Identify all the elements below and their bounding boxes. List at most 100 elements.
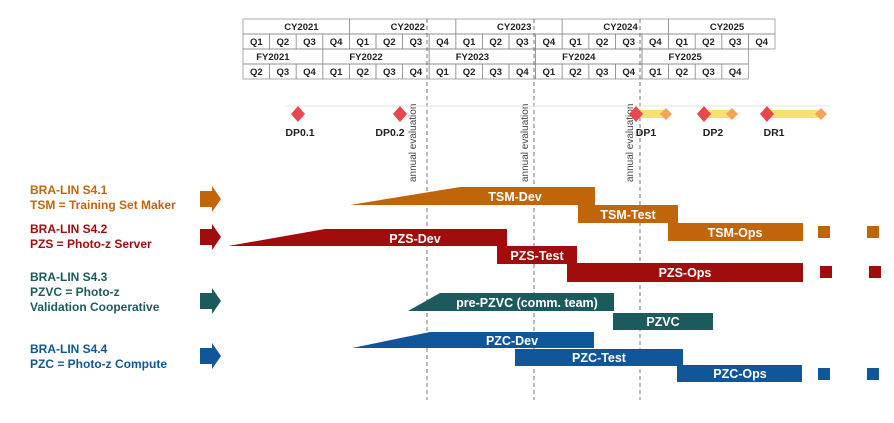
fy-quarter-label: Q2 <box>569 67 582 78</box>
milestone-dp0-1: DP0.1 <box>285 127 314 139</box>
pzvc-label: PZVC <box>646 315 679 329</box>
pzs-bars: PZS-Dev PZS-Test PZS-Ops <box>228 229 881 282</box>
team-pzc-name: PZC = Photo-z Compute <box>30 357 167 371</box>
fy-year-label: FY2022 <box>349 52 382 63</box>
team-arrows <box>200 186 221 369</box>
fy-quarter-label: Q4 <box>729 67 742 78</box>
pzs-continuation-2 <box>869 266 881 278</box>
cy-quarter-label: Q2 <box>383 37 396 48</box>
cy-quarter-label: Q1 <box>569 37 582 48</box>
pzs-ops-bar <box>567 263 803 282</box>
annual-evaluation-label: annual evaluation <box>408 104 419 182</box>
pzs-continuation-1 <box>820 266 832 278</box>
annual-evaluation-label: annual evaluation <box>625 104 636 182</box>
fy-quarter-label: Q2 <box>676 67 689 78</box>
milestone-dp0-2: DP0.2 <box>375 127 404 139</box>
pzc-dev-bar <box>352 332 594 348</box>
fy-year-label: FY2025 <box>669 52 703 63</box>
cy-quarter-label: Q3 <box>622 37 635 48</box>
fy-quarter-label: Q4 <box>410 67 423 78</box>
fy-quarter-label: Q1 <box>436 67 449 78</box>
dp0-2-diamond <box>393 106 407 122</box>
calendar-cy-row: CY2021 CY2022 CY2023 CY2024 CY2025 Q1 Q2 Q3 Q4 Q1… <box>242 18 776 50</box>
team-pzvc-name: PZVC = Photo-z <box>30 285 120 299</box>
dp0-1-diamond <box>291 106 305 122</box>
milestone-dp2: DP2 <box>703 127 724 139</box>
tsm-dev-label: TSM-Dev <box>488 190 542 204</box>
team-pzvc-code: BRA-LIN S4.3 <box>30 270 108 284</box>
tsm-dev-bar <box>350 187 595 205</box>
pzs-test-bar <box>497 246 577 264</box>
fy-quarter-cell <box>721 63 749 80</box>
dr1-end-diamond <box>815 108 827 120</box>
cy-quarter-label: Q1 <box>463 37 476 48</box>
fy-quarter-label: Q4 <box>516 67 529 78</box>
fy-quarter-label: Q2 <box>356 67 369 78</box>
dr1-diamond <box>760 106 774 122</box>
pzs-dev-label: PZS-Dev <box>389 232 440 246</box>
dp1-diamond <box>629 106 643 122</box>
team-pzs-code: BRA-LIN S4.2 <box>30 222 108 236</box>
tsm-continuation-1 <box>818 226 830 238</box>
cy-year-label: CY2021 <box>284 22 319 33</box>
pre-pzvc-bar <box>408 293 614 311</box>
cy-quarter-label: Q1 <box>676 37 689 48</box>
fy-quarter-label: Q3 <box>277 67 290 78</box>
cy-quarter-label: Q3 <box>516 37 529 48</box>
cy-year-label: CY2024 <box>603 22 638 33</box>
pzs-test-label: PZS-Test <box>510 249 564 263</box>
fy-quarter-label: Q3 <box>489 67 502 78</box>
tsm-bars: TSM-Dev TSM-Test TSM-Ops <box>350 187 879 241</box>
team-pzc: BRA-LIN S4.4 PZC = Photo-z Compute <box>30 342 167 372</box>
pzc-test-bar <box>515 349 683 366</box>
pzs-arrow-icon <box>200 224 221 250</box>
tsm-test-label: TSM-Test <box>600 208 656 222</box>
fy-year-label: FY2024 <box>562 52 596 63</box>
pzvc-arrow-icon <box>200 288 221 314</box>
pzc-ops-label: PZC-Ops <box>713 367 767 381</box>
fy-quarter-label: Q3 <box>596 67 609 78</box>
tsm-arrow-icon <box>200 186 221 212</box>
annual-evaluation-label: annual evaluation <box>520 104 531 182</box>
pzc-bars: PZC-Dev PZC-Test PZC-Ops <box>352 332 879 382</box>
team-pzc-code: BRA-LIN S4.4 <box>30 342 108 356</box>
team-pzvc: BRA-LIN S4.3 PZVC = Photo-z Validation C… <box>30 270 159 315</box>
dp2-diamond <box>697 106 711 122</box>
cy-quarter-label: Q4 <box>436 37 449 48</box>
dp2-window-bar <box>704 110 732 118</box>
cy-year-label: CY2022 <box>391 22 425 33</box>
cy-quarter-label: Q2 <box>702 37 715 48</box>
fy-year-label: FY2023 <box>456 52 489 63</box>
cy-quarter-label: Q3 <box>729 37 742 48</box>
cy-year-label: CY2023 <box>497 22 531 33</box>
pzc-continuation-1 <box>818 368 830 380</box>
fy-quarter-label: Q1 <box>649 67 662 78</box>
cy-quarter-label: Q4 <box>330 37 343 48</box>
calendar-header: CY2021 CY2022 CY2023 CY2024 CY2025 Q1 Q2 Q3 Q4 Q1… <box>242 18 776 80</box>
cy-quarter-label: Q2 <box>596 37 609 48</box>
cy-year-label: CY2025 <box>710 22 745 33</box>
milestone-track: DP0.1 DP0.2 DP1 DP2 DR1 <box>285 105 830 139</box>
cy-quarter-label: Q1 <box>356 37 369 48</box>
team-pzs: BRA-LIN S4.2 PZS = Photo-z Server <box>30 222 152 252</box>
milestone-dr1: DR1 <box>763 127 784 139</box>
dp1-end-diamond <box>660 108 672 120</box>
cy-quarter-cell <box>748 33 776 50</box>
cy-quarter-label: Q2 <box>489 37 502 48</box>
fy-quarter-label: Q2 <box>463 67 476 78</box>
cy-quarter-label: Q1 <box>250 37 263 48</box>
team-pzvc-name-cont: Validation Cooperative <box>30 300 160 314</box>
fy-year-label: FY2021 <box>256 52 290 63</box>
team-pzs-name: PZS = Photo-z Server <box>30 237 152 251</box>
pzc-ops-bar <box>677 365 802 382</box>
pzc-arrow-icon <box>200 343 221 369</box>
fy-quarter-label: Q1 <box>543 67 556 78</box>
tsm-test-bar <box>578 205 678 223</box>
pzs-ops-label: PZS-Ops <box>659 266 712 280</box>
dp2-end-diamond <box>726 108 738 120</box>
dr1-window-bar <box>767 110 821 118</box>
dp1-window-bar <box>636 110 666 118</box>
cy-quarter-label: Q2 <box>277 37 290 48</box>
tsm-ops-bar <box>668 223 803 241</box>
